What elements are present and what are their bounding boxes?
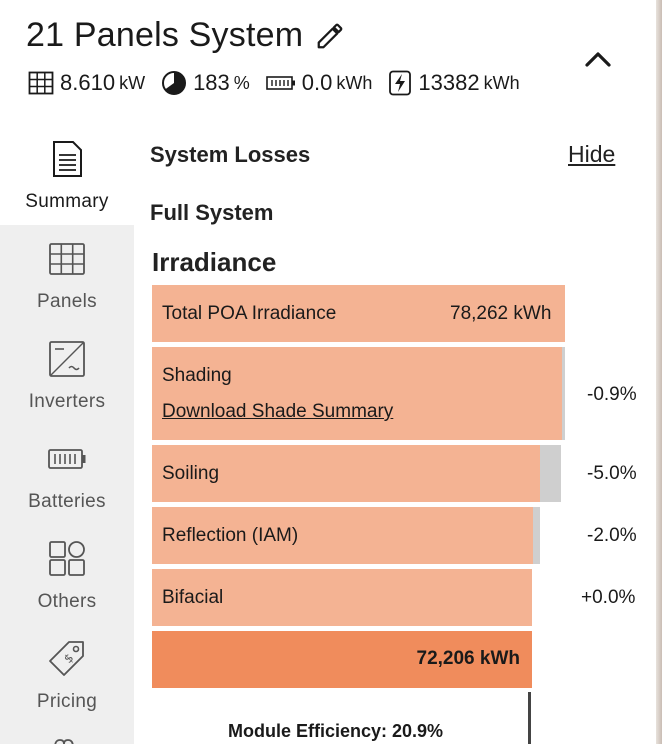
bifacial-label: Bifacial xyxy=(162,587,224,608)
sidebar-background xyxy=(0,225,134,744)
row-total-poa: Total POA Irradiance 78,262 kWh xyxy=(152,285,565,342)
download-shade-summary-link[interactable]: Download Shade Summary xyxy=(162,401,394,422)
energy-unit: kWh xyxy=(483,72,520,93)
stat-battery: 0.0 kWh xyxy=(265,70,373,96)
battery-icon xyxy=(48,449,86,469)
sidebar-item-summary[interactable]: Summary xyxy=(0,125,134,225)
system-header: 21 Panels System 8.610 kW 183 % 0.0 kWh … xyxy=(0,0,656,125)
sidebar-item-panels[interactable]: Panels xyxy=(0,225,134,325)
sidebar-item-inverters[interactable]: Inverters xyxy=(0,325,134,425)
soiling-bar xyxy=(152,445,540,502)
irradiance-total-value: 72,206 kWh xyxy=(416,648,521,669)
bifacial-bar xyxy=(152,569,532,626)
row-soiling: Soiling -5.0% xyxy=(152,445,652,502)
document-icon xyxy=(53,141,82,177)
chevron-up-icon[interactable] xyxy=(582,44,614,76)
hide-link[interactable]: Hide xyxy=(568,141,616,167)
offset-unit: % xyxy=(233,72,250,93)
group-title: Irradiance xyxy=(152,247,277,277)
shading-bar xyxy=(152,347,562,440)
pencil-icon[interactable] xyxy=(315,21,345,51)
sidebar-item-others[interactable]: Others xyxy=(0,525,134,625)
total-poa-label: Total POA Irradiance xyxy=(162,303,337,324)
title-row: 21 Panels System xyxy=(26,16,345,55)
stat-energy: 13382 kWh xyxy=(388,70,520,96)
power-unit: kW xyxy=(119,72,146,93)
pie-icon xyxy=(162,71,187,95)
bifacial-pct: +0.0% xyxy=(581,587,636,608)
soiling-pct: -5.0% xyxy=(587,463,637,484)
sidebar-item-batteries[interactable]: Batteries xyxy=(0,425,134,525)
row-bifacial: Bifacial +0.0% xyxy=(152,569,652,626)
reflection-label: Reflection (IAM) xyxy=(162,525,299,546)
sidebar-label-others: Others xyxy=(37,591,97,612)
others-icon xyxy=(49,541,85,576)
soiling-label: Soiling xyxy=(162,463,220,484)
sidebar-label-panels: Panels xyxy=(37,291,97,312)
sidebar-item-pricing[interactable]: $ Pricing xyxy=(0,625,134,725)
shading-pct: -0.9% xyxy=(587,384,637,405)
svg-text:$: $ xyxy=(61,651,76,666)
sidebar-label-inverters: Inverters xyxy=(28,391,106,412)
inverter-icon xyxy=(49,341,85,377)
connector-line xyxy=(528,692,531,744)
window-edge xyxy=(656,0,662,744)
total-poa-bar xyxy=(152,285,565,342)
panels-icon xyxy=(49,243,85,275)
total-poa-value: 78,262 kWh xyxy=(450,303,552,324)
power-value: 8.610 xyxy=(60,70,116,95)
sidebar-label-summary: Summary xyxy=(25,191,109,212)
next-item-icon xyxy=(52,737,76,744)
reflection-pct: -2.0% xyxy=(587,525,637,546)
irradiance-total-bar: 72,206 kWh xyxy=(152,631,532,688)
bolt-icon xyxy=(389,70,412,96)
offset-value: 183 xyxy=(193,70,230,95)
price-tag-icon: $ xyxy=(49,641,84,676)
sidebar-label-batteries: Batteries xyxy=(28,491,106,512)
reflection-bar xyxy=(152,507,533,564)
row-shading: Shading Download Shade Summary -0.9% xyxy=(152,347,652,440)
system-stats: 8.610 kW 183 % 0.0 kWh 13382 kWh xyxy=(28,70,536,96)
shading-label: Shading xyxy=(162,365,232,386)
module-efficiency: Module Efficiency: 20.9% xyxy=(228,721,444,741)
section-title: System Losses xyxy=(150,142,311,167)
row-reflection: Reflection (IAM) -2.0% xyxy=(152,507,652,564)
battery-value: 0.0 xyxy=(301,70,333,95)
subsection-title: Full System xyxy=(150,200,274,225)
shading-loss xyxy=(562,347,565,440)
grid-icon xyxy=(28,71,54,95)
battery-icon xyxy=(265,76,295,90)
stat-offset: 183 % xyxy=(161,70,250,96)
sidebar: Summary Panels Inverters Batteries Other… xyxy=(0,125,134,744)
sidebar-label-pricing: Pricing xyxy=(36,691,98,712)
soiling-loss xyxy=(540,445,561,502)
reflection-loss xyxy=(533,507,540,564)
stat-power: 8.610 kW xyxy=(28,70,145,96)
system-title: 21 Panels System xyxy=(26,16,304,54)
energy-value: 13382 xyxy=(418,70,480,95)
system-losses-panel: System Losses Hide Full System Irradianc… xyxy=(134,125,656,744)
battery-unit: kWh xyxy=(336,72,373,93)
